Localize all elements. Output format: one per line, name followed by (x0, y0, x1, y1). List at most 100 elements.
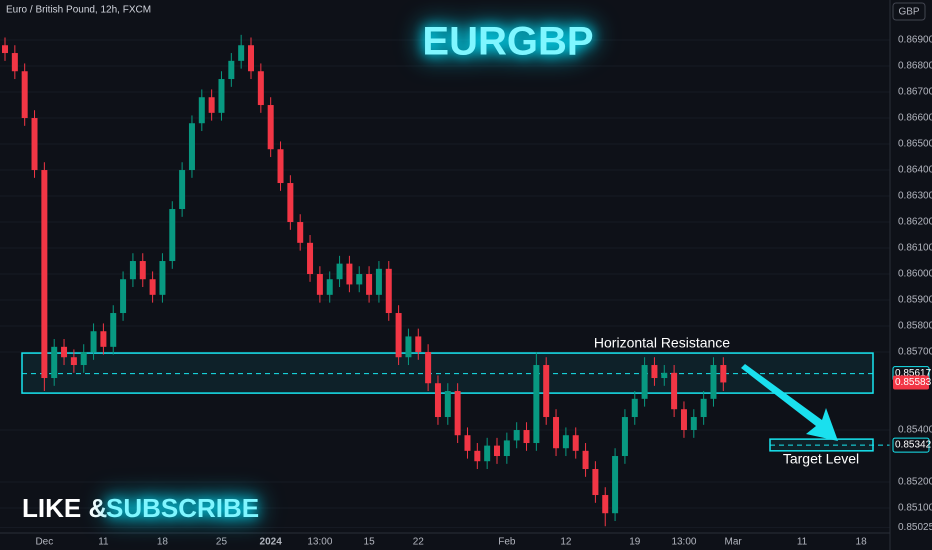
promo-subscribe: SUBSCRIBE (106, 493, 259, 523)
candle-body (149, 279, 156, 295)
x-tick-label: Feb (498, 537, 516, 548)
target-price-label: 0.85342 (895, 440, 932, 451)
candle-body (61, 346, 68, 358)
candles (2, 34, 727, 527)
candle-body (671, 372, 678, 410)
candle-body (543, 365, 550, 418)
candle-body (454, 391, 461, 436)
target-zone (769, 438, 874, 452)
candle-body (21, 71, 28, 119)
candle-body (375, 268, 382, 295)
candle-body (336, 263, 343, 280)
candle-body (631, 398, 638, 418)
candle-body (346, 263, 353, 285)
candle-body (326, 279, 333, 295)
candle-body (641, 365, 648, 399)
y-tick-label: 0.86200 (898, 217, 932, 228)
candle-body (434, 383, 441, 418)
candle-body (218, 79, 225, 113)
target-label: Target Level (783, 451, 859, 467)
candle-body (572, 435, 579, 451)
candle-body (257, 71, 264, 106)
candle-body (690, 417, 697, 431)
y-tick-label: 0.85700 (898, 347, 932, 358)
candle-body (307, 242, 314, 275)
candle-body (494, 445, 500, 457)
current-price-label: 0.85583 (895, 377, 932, 388)
x-tick-label: 13:00 (307, 537, 332, 548)
candle-body (2, 45, 8, 54)
candle-body (582, 450, 589, 470)
x-tick-label: Dec (35, 537, 53, 548)
x-tick-label: 18 (157, 537, 169, 548)
x-tick-label: 12 (560, 537, 572, 548)
x-tick-label: 11 (98, 537, 109, 548)
candle-body (415, 336, 422, 353)
candle-body (188, 123, 195, 171)
chart-title: EURGBP (422, 20, 593, 64)
candle-body (612, 456, 619, 514)
candle-body (553, 417, 560, 449)
resistance-label: Horizontal Resistance (594, 335, 730, 351)
x-tick-label: 15 (364, 537, 376, 548)
x-tick-label: 25 (216, 537, 228, 548)
candle-body (169, 209, 176, 262)
candle-body (444, 391, 451, 418)
grid (0, 39, 890, 529)
y-tick-label: 0.86700 (898, 87, 932, 98)
annotations: Horizontal Resistance Target Level (594, 335, 859, 467)
candle-body (513, 430, 520, 441)
promo-like: LIKE & (22, 493, 107, 523)
y-tick-label: 0.85025 (898, 522, 932, 533)
candle-body (238, 45, 245, 61)
candle-body (405, 336, 412, 358)
candle-body (592, 469, 599, 496)
x-tick-label: Mar (725, 537, 743, 548)
candle-body (661, 372, 668, 379)
candle-body (228, 60, 235, 80)
candle-body (70, 357, 77, 366)
x-tick-label: 19 (629, 537, 641, 548)
y-tick-label: 0.85800 (898, 321, 932, 332)
candle-body (80, 352, 87, 366)
candle-body (297, 222, 304, 243)
candle-body (700, 398, 707, 418)
candle-body (51, 346, 58, 379)
target-arrow (741, 364, 838, 441)
candle-body (41, 170, 48, 379)
x-tick-label: 2024 (260, 537, 283, 548)
y-tick-label: 0.86400 (898, 165, 932, 176)
y-tick-label: 0.86500 (898, 139, 932, 150)
candle-body (90, 331, 97, 353)
y-tick-label: 0.86300 (898, 191, 932, 202)
x-tick-label: 13:00 (671, 537, 696, 548)
y-tick-label: 0.85200 (898, 477, 932, 488)
candle-body (533, 365, 540, 444)
candle-body (287, 183, 294, 223)
candle-body (602, 495, 609, 514)
candle-body (248, 45, 254, 72)
candle-body (464, 435, 471, 451)
candle-body (110, 313, 117, 347)
y-tick-label: 0.86800 (898, 61, 932, 72)
candle-body (395, 313, 402, 358)
candle-body (710, 365, 717, 399)
candle-body (366, 274, 373, 295)
x-tick-label: 11 (797, 537, 808, 548)
candle-body (651, 365, 658, 379)
current-price-box (893, 375, 929, 390)
candle-body (356, 274, 363, 285)
axis: 0.86900 0.86800 0.86700 0.86600 0.86500 0.864… (35, 35, 932, 548)
currency: GBP (898, 7, 919, 18)
y-tick-label: 0.85100 (898, 503, 932, 514)
candle-body (11, 53, 18, 72)
candle-body (208, 97, 215, 113)
candle-body (100, 331, 107, 347)
x-tick-label: 22 (413, 537, 425, 548)
y-tick-label: 0.85900 (898, 295, 932, 306)
candle-body (562, 435, 569, 449)
candle-body (425, 352, 432, 384)
candle-body (484, 445, 491, 462)
y-tick-label: 0.86100 (898, 243, 932, 254)
